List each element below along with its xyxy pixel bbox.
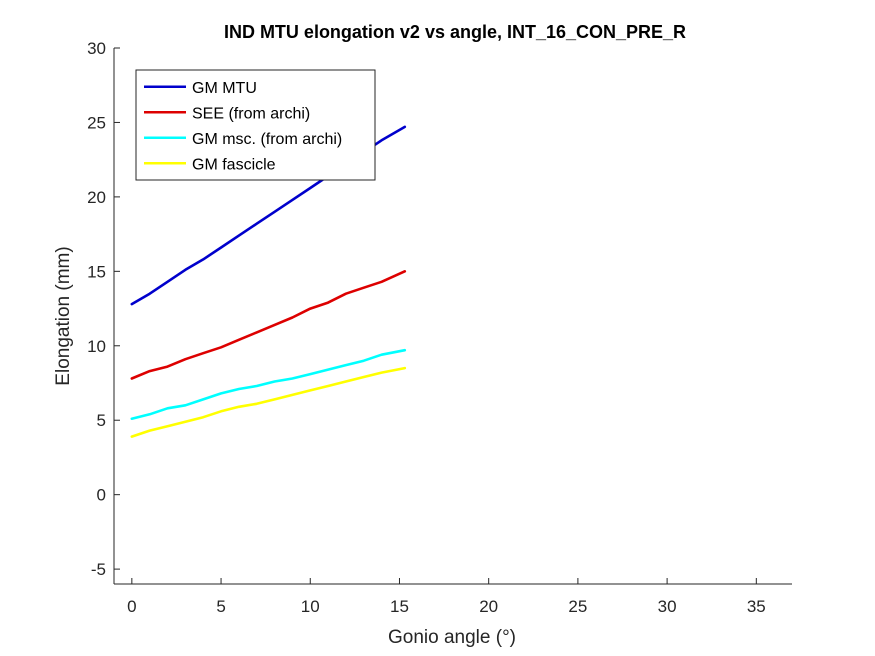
x-tick-label: 0 (127, 597, 136, 616)
y-tick-label: 0 (97, 486, 106, 505)
y-tick-label: 5 (97, 411, 106, 430)
legend-label-1: GM MTU (192, 80, 257, 97)
y-tick-label: 30 (87, 39, 106, 58)
y-tick-label: -5 (91, 560, 106, 579)
legend-label-3: GM msc. (from archi) (192, 131, 342, 148)
legend-label-2: SEE (from archi) (192, 105, 310, 122)
x-tick-label: 25 (568, 597, 587, 616)
x-tick-label: 5 (216, 597, 225, 616)
legend-box (135, 69, 376, 181)
x-axis-label: Gonio angle (°) (388, 627, 516, 648)
series-line-3 (130, 348, 407, 421)
ticks-layer: 0 5 10 15 20 25 30 35 -5 0 5 10 15 20 25 30 (87, 39, 766, 616)
x-tick-label: 15 (390, 597, 409, 616)
legend-label-4: GM fascicle (192, 156, 276, 173)
y-tick-label: 25 (87, 113, 106, 132)
series-line-2 (130, 269, 407, 380)
x-tick-label: 35 (747, 597, 766, 616)
chart-title: IND MTU elongation v2 vs angle, INT_16_C… (224, 22, 686, 42)
x-tick-label: 20 (479, 597, 498, 616)
x-tick-label: 10 (301, 597, 320, 616)
y-tick-label: 10 (87, 337, 106, 356)
y-axis-label: Elongation (mm) (53, 246, 74, 385)
legend: GM MTU SEE (from archi) GM msc. (from arch… (135, 69, 376, 181)
y-tick-label: 15 (87, 262, 106, 281)
y-tick-label: 20 (87, 188, 106, 207)
x-tick-label: 30 (658, 597, 677, 616)
series-line-4 (130, 366, 407, 438)
